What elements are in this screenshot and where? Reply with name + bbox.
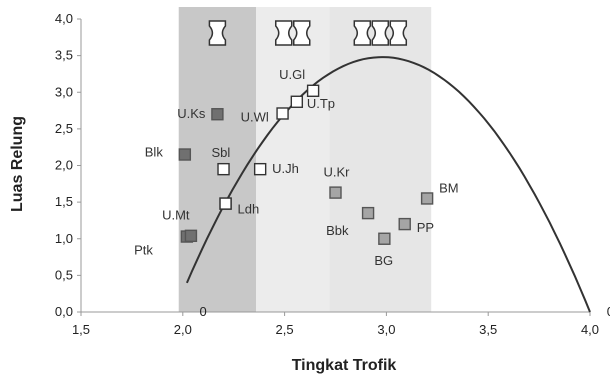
trophic-band-II <box>256 7 330 312</box>
group-marker-III <box>371 20 390 46</box>
y-tick-label: 2,0 <box>55 158 73 173</box>
zero-label: 0 <box>200 304 207 319</box>
data-point-marker <box>329 186 342 199</box>
point-label: U.Tp <box>307 96 335 111</box>
point-label: U.Ks <box>177 106 206 121</box>
point-label: Ldh <box>238 202 260 217</box>
tick-labels: 1,5 2,0 2,5 3,0 3,5 4,0 0,0 0,5 1,0 1,5 2,0 2,5 3,0 3… <box>55 11 610 337</box>
niche-curve <box>185 56 591 313</box>
axes <box>77 18 591 316</box>
trophic-band-I <box>178 7 257 312</box>
y-tick-label: 0,5 <box>55 267 73 282</box>
y-tick-label: 4,0 <box>55 11 73 26</box>
x-tick-label: 3,0 <box>377 322 395 337</box>
x-tick-label: 4,0 <box>581 322 599 337</box>
y-tick-label: 0,0 <box>55 304 73 319</box>
data-point-marker <box>217 162 230 176</box>
data-point-marker <box>290 95 304 108</box>
y-tick-label: 1,5 <box>55 194 73 209</box>
point-label: Blk <box>145 145 164 160</box>
data-point-marker <box>378 232 391 245</box>
point-label: PP <box>417 220 434 235</box>
point-label: Bbk <box>326 223 349 238</box>
group-marker-II <box>274 20 293 46</box>
data-point-marker <box>211 108 224 121</box>
data-points: U.Ks Blk Sbl U.Jh U.Mt Ldh Ptk U.Gl U.Wl U.Tp U.Kr… <box>134 67 459 268</box>
point-label: U.Kr <box>324 165 351 180</box>
y-tick-label: 2,5 <box>55 121 73 136</box>
data-point-marker <box>253 162 267 176</box>
data-point-marker <box>398 217 411 231</box>
group-marker-I <box>208 20 227 46</box>
point-label: BG <box>374 253 393 268</box>
y-tick-label: 1,0 <box>55 231 73 246</box>
y-tick-label: 3,5 <box>55 48 73 63</box>
trophic-bands <box>178 7 432 312</box>
data-point-marker <box>361 206 375 220</box>
data-point-marker <box>219 197 232 210</box>
point-label: U.Jh <box>272 161 299 176</box>
x-tick-label: 1,5 <box>72 322 90 337</box>
zero-label: 0 <box>607 304 610 319</box>
data-point-marker <box>276 107 289 120</box>
point-label: U.Gl <box>279 67 305 82</box>
data-point-marker <box>184 229 198 243</box>
data-point-marker <box>178 148 192 161</box>
data-point-marker <box>420 192 434 205</box>
point-label: Sbl <box>212 145 231 160</box>
x-axis-title: Tingkat Trofik <box>292 357 397 374</box>
x-tick-label: 2,0 <box>174 322 192 337</box>
x-tick-label: 2,5 <box>276 322 294 337</box>
point-label: Ptk <box>134 243 153 258</box>
point-label: U.Wl <box>241 109 269 124</box>
y-axis-title: Luas Relung <box>9 116 26 212</box>
x-tick-label: 3,5 <box>479 322 497 337</box>
y-tick-label: 3,0 <box>55 84 73 99</box>
group-marker-III <box>353 20 372 46</box>
point-label: U.Mt <box>162 208 190 223</box>
point-label: BM <box>439 180 459 195</box>
data-point-marker <box>306 84 320 97</box>
group-marker-II <box>292 20 311 46</box>
group-marker-III <box>389 20 408 46</box>
